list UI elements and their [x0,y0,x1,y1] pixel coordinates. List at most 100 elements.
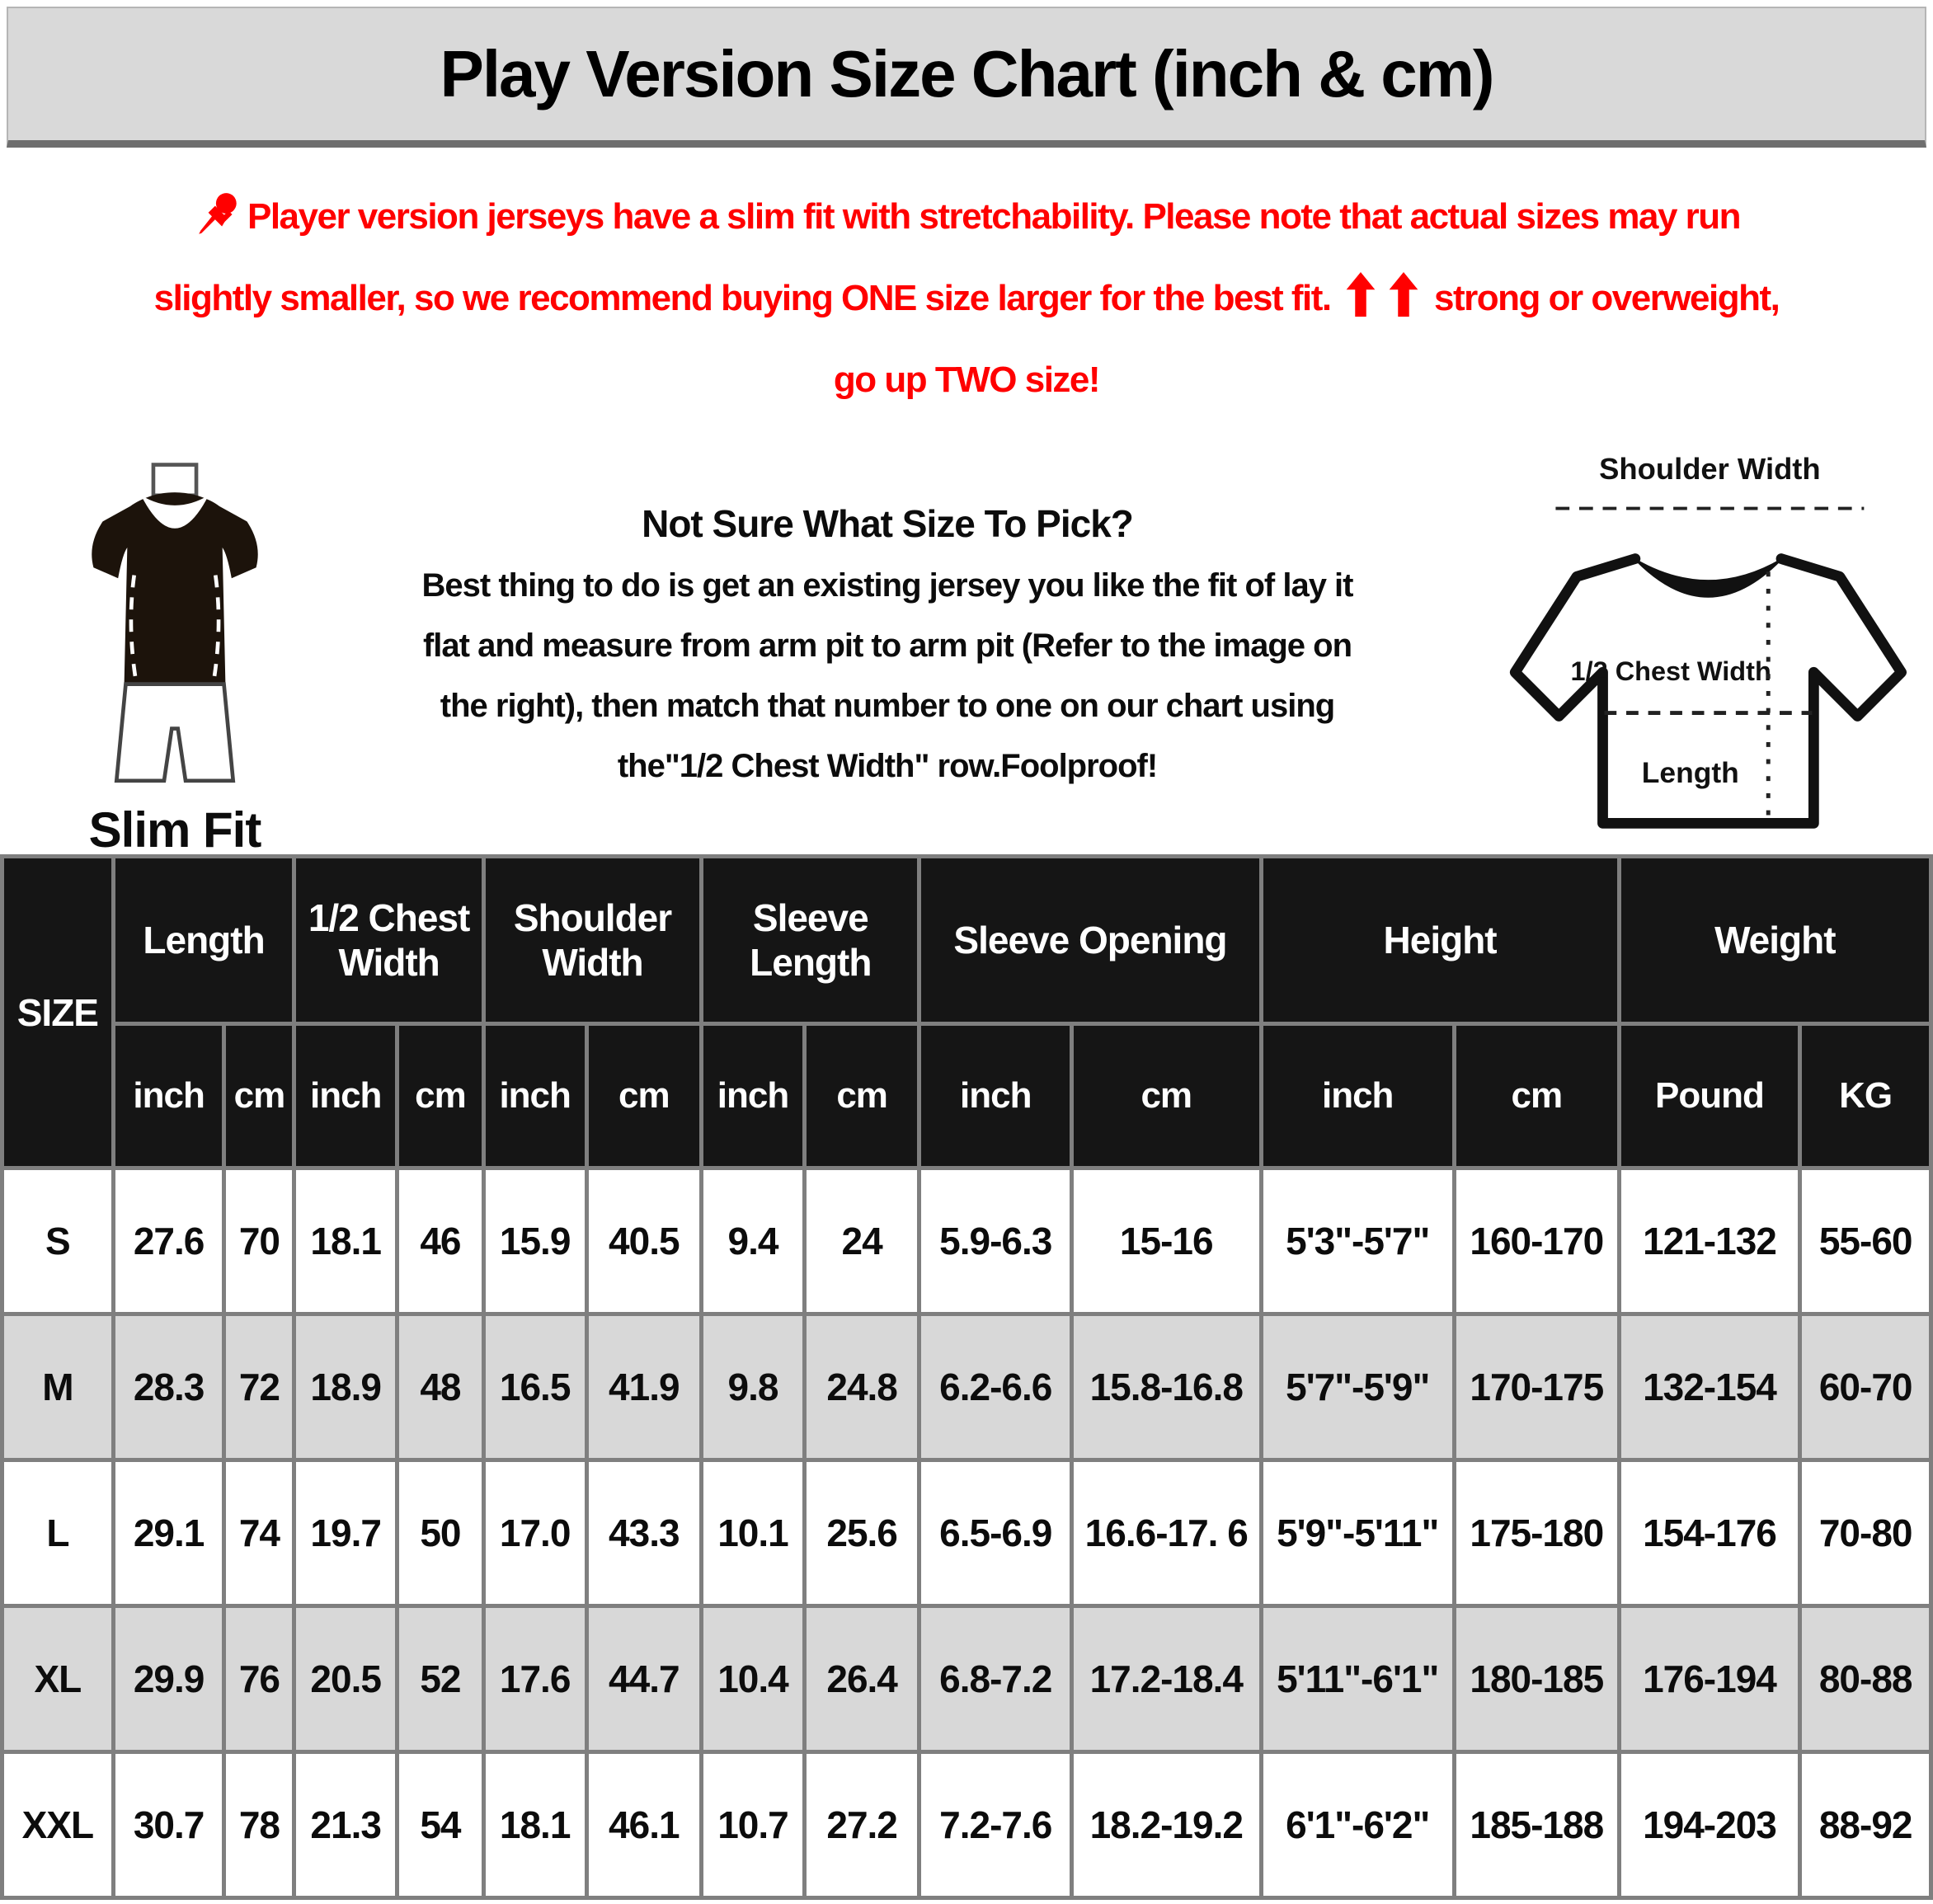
value-cell: 175-180 [1451,1458,1621,1608]
group-header-half-chest-width: 1/2 Chest Width [292,854,486,1026]
fit-notice: Player version jerseys have a slim fit w… [0,176,1933,421]
value-cell: 88-92 [1798,1750,1933,1900]
unit-header: cm [584,1022,704,1170]
value-cell: 9.8 [699,1312,807,1462]
value-cell: 18.1 [292,1166,400,1316]
value-cell: 9.4 [699,1166,807,1316]
size-column-header: SIZE [0,854,115,1170]
unit-header: inch [111,1022,227,1170]
value-cell: 24.8 [802,1312,922,1462]
value-cell: 17.0 [481,1458,589,1608]
value-cell: 16.5 [481,1312,589,1462]
unit-header: inch [481,1022,589,1170]
value-cell: 41.9 [584,1312,704,1462]
value-cell: 29.1 [111,1458,227,1608]
unit-header: inch [292,1022,400,1170]
value-cell: 70 [222,1166,297,1316]
measure-diagram: Shoulder Width 1/2 Chest Width Length [1438,435,1920,841]
guide-line-3: the right), then match that number to on… [440,687,1335,724]
value-cell: 72 [222,1312,297,1462]
value-cell: 28.3 [111,1312,227,1462]
value-cell: 43.3 [584,1458,704,1608]
value-cell: 121-132 [1616,1166,1803,1316]
table-row-xxl: XXL 30.7 78 21.3 54 18.1 46.1 10.7 27.2 … [0,1750,1933,1900]
value-cell: 5'3"-5'7" [1258,1166,1456,1316]
value-cell: 15.9 [481,1166,589,1316]
value-cell: 5'11"-6'1" [1258,1604,1456,1754]
value-cell: 25.6 [802,1458,922,1608]
value-cell: 7.2-7.6 [917,1750,1075,1900]
guide-line-2: flat and measure from arm pit to arm pit… [422,627,1352,664]
notice-line-2-post: strong or overweight, [1434,278,1780,318]
group-header-height: Height [1258,854,1621,1026]
value-cell: 16.6-17. 6 [1070,1458,1263,1608]
value-cell: 10.7 [699,1750,807,1900]
value-cell: 6.5-6.9 [917,1458,1075,1608]
value-cell: 50 [395,1458,486,1608]
slim-fit-label: Slim Fit [88,802,262,858]
up-arrow-icon [1389,272,1418,317]
table-row-xl: XL 29.9 76 20.5 52 17.6 44.7 10.4 26.4 6… [0,1604,1933,1754]
unit-header: Pound [1616,1022,1803,1170]
value-cell: 27.2 [802,1750,922,1900]
guide-line-4: the"1/2 Chest Width" row.Foolproof! [617,747,1158,784]
up-arrow-icon [1346,272,1376,317]
value-cell: 30.7 [111,1750,227,1900]
value-cell: 176-194 [1616,1604,1803,1754]
value-cell: 154-176 [1616,1458,1803,1608]
size-cell: S [0,1166,115,1316]
value-cell: 18.2-19.2 [1070,1750,1263,1900]
value-cell: 170-175 [1451,1312,1621,1462]
value-cell: 6.8-7.2 [917,1604,1075,1754]
group-header-shoulder-width: Shoulder Width [481,854,704,1026]
value-cell: 74 [222,1458,297,1608]
value-cell: 132-154 [1616,1312,1803,1462]
unit-header: KG [1798,1022,1933,1170]
value-cell: 60-70 [1798,1312,1933,1462]
value-cell: 5'7"-5'9" [1258,1312,1456,1462]
value-cell: 20.5 [292,1604,400,1754]
table-group-header-row: SIZE Length 1/2 Chest Width Shoulder Wid… [0,854,1933,1170]
value-cell: 40.5 [584,1166,704,1316]
shoulder-width-label-svg: Shoulder Width [1599,452,1821,486]
unit-header: cm [1451,1022,1621,1170]
unit-header: inch [917,1022,1075,1170]
value-cell: 10.1 [699,1458,807,1608]
value-cell: 21.3 [292,1750,400,1900]
unit-header: inch [699,1022,807,1170]
value-cell: 19.7 [292,1458,400,1608]
value-cell: 6'1"-6'2" [1258,1750,1456,1900]
slim-fit-figure: Slim Fit [13,435,336,858]
size-chart-table: SIZE Length 1/2 Chest Width Shoulder Wid… [0,854,1933,1900]
value-cell: 180-185 [1451,1604,1621,1754]
slim-fit-illustration [92,463,258,783]
value-cell: 76 [222,1604,297,1754]
unit-header: cm [395,1022,486,1170]
value-cell: 29.9 [111,1604,227,1754]
value-cell: 5'9"-5'11" [1258,1458,1456,1608]
value-cell: 80-88 [1798,1604,1933,1754]
value-cell: 55-60 [1798,1166,1933,1316]
value-cell: 24 [802,1166,922,1316]
value-cell: 160-170 [1451,1166,1621,1316]
guide-heading: Not Sure What Size To Pick? [642,502,1134,545]
half-chest-width-label-svg: 1/2 Chest Width [1571,656,1771,686]
value-cell: 26.4 [802,1604,922,1754]
value-cell: 17.6 [481,1604,589,1754]
value-cell: 54 [395,1750,486,1900]
page-title: Play Version Size Chart (inch & cm) [440,37,1494,110]
notice-line-2: slightly smaller, so we recommend buying… [0,257,1933,339]
notice-line-1: Player version jerseys have a slim fit w… [0,176,1933,257]
value-cell: 52 [395,1604,486,1754]
guide-line-1: Best thing to do is get an existing jers… [421,567,1354,604]
group-header-sleeve-opening: Sleeve Opening [917,854,1263,1026]
value-cell: 15.8-16.8 [1070,1312,1263,1462]
value-cell: 44.7 [584,1604,704,1754]
length-label-svg: Length [1642,756,1739,789]
value-cell: 27.6 [111,1166,227,1316]
unit-header: cm [222,1022,297,1170]
value-cell: 5.9-6.3 [917,1166,1075,1316]
group-header-length: Length [111,854,297,1026]
notice-line-1-text: Player version jerseys have a slim fit w… [247,196,1742,237]
size-guide-text: Not Sure What Size To Pick? Best thing t… [336,435,1438,841]
